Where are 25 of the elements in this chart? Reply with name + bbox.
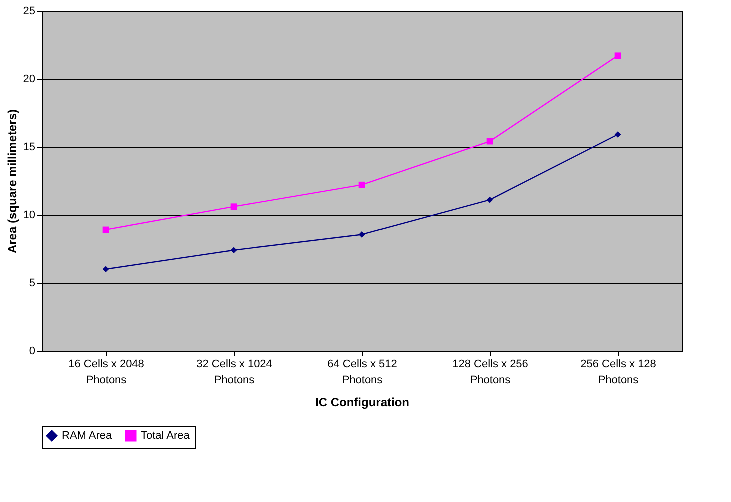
- point: [102, 226, 110, 234]
- point: [230, 247, 238, 254]
- y-tick-label: 10: [23, 210, 36, 222]
- x-tick-label: 16 Cells x 2048 Photons: [68, 358, 144, 386]
- x-tick-label: 128 Cells x 256 Photons: [452, 358, 528, 386]
- point: [102, 266, 110, 273]
- x-tick-label: 64 Cells x 512 Photons: [328, 358, 398, 386]
- x-tick-label: 256 Cells x 128 Photons: [580, 358, 656, 386]
- point: [486, 138, 494, 145]
- y-tick-label: 25: [23, 6, 36, 18]
- point: [614, 132, 622, 138]
- legend-label: RAM Area: [62, 430, 114, 442]
- point: [358, 182, 366, 188]
- point: [358, 232, 366, 238]
- x-axis-title: IC Configuration: [316, 396, 410, 410]
- legend-label: Total Area: [141, 430, 191, 442]
- y-tick-label: 20: [23, 74, 36, 86]
- y-tick-label: 15: [23, 142, 36, 154]
- point: [614, 52, 622, 60]
- point: [230, 204, 238, 210]
- y-axis-title: Area (square millimeters): [5, 109, 20, 254]
- y-tick-label: 0: [29, 346, 36, 358]
- x-tick-label: 32 Cells x 1024 Photons: [196, 358, 272, 386]
- y-tick-label: 5: [29, 278, 36, 290]
- point: [486, 196, 494, 204]
